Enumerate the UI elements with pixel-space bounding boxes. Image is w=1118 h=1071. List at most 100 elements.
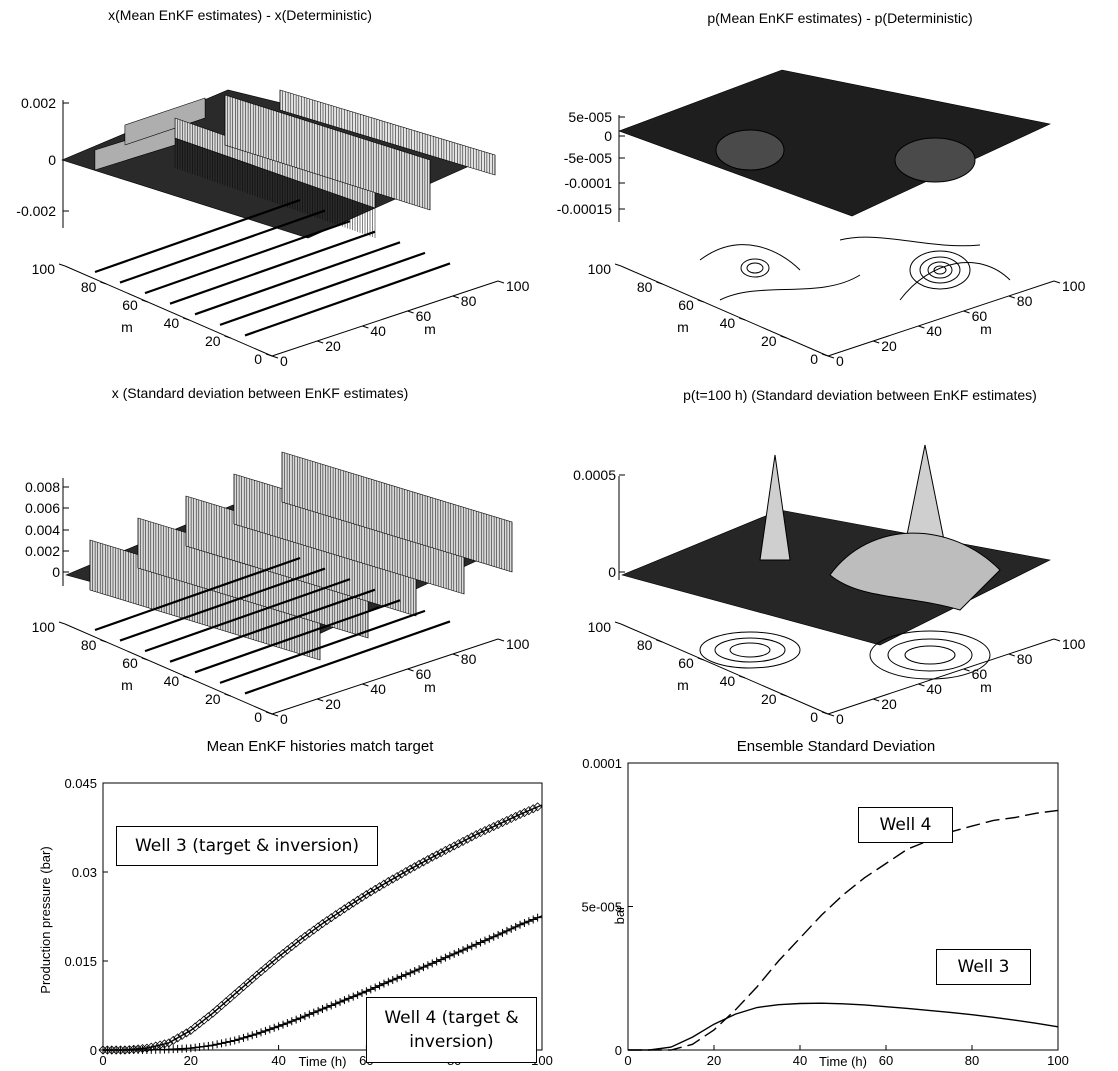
y-tick-label: 0 bbox=[90, 1043, 97, 1058]
floor-tick bbox=[918, 325, 925, 329]
series-marker-diamond bbox=[484, 824, 494, 834]
series-marker-diamond bbox=[414, 859, 424, 869]
series-marker-plus bbox=[362, 987, 371, 996]
series-marker-plus bbox=[450, 949, 459, 958]
x-tick-label: 80 bbox=[965, 1053, 979, 1068]
surface-mesh-0 bbox=[61, 89, 496, 337]
series-marker-plus bbox=[516, 920, 525, 929]
z-tick-label: 0 bbox=[604, 128, 612, 144]
floor-contour bbox=[244, 262, 451, 337]
x-tick-label: 0 bbox=[280, 353, 288, 369]
surface-panel-3: p(t=100 h) (Standard deviation between E… bbox=[573, 387, 1085, 727]
series-marker-plus bbox=[463, 944, 472, 953]
series-marker-plus bbox=[437, 955, 446, 964]
surface-dip bbox=[894, 137, 976, 183]
series-marker-plus bbox=[454, 947, 463, 956]
floor-axis-left bbox=[64, 623, 273, 715]
legend-box-well3-right: Well 3 bbox=[936, 949, 1031, 985]
series-marker-plus bbox=[322, 1003, 331, 1012]
y-tick-label: 0.045 bbox=[64, 776, 97, 791]
series-marker-diamond bbox=[396, 869, 407, 879]
y-tick-label: 60 bbox=[122, 297, 138, 313]
floor-contour bbox=[169, 230, 376, 305]
x-tick-label: 100 bbox=[1047, 1053, 1069, 1068]
series-marker-plus bbox=[257, 1028, 266, 1037]
series-marker-plus bbox=[248, 1031, 257, 1040]
series-marker-plus bbox=[265, 1025, 274, 1034]
line-chart-1: Ensemble Standard Deviation 0 20 40 60 80 100 0… bbox=[582, 738, 1069, 1069]
y-tick-label: 60 bbox=[122, 655, 138, 671]
series-marker-diamond bbox=[339, 904, 350, 914]
series-marker-plus bbox=[494, 930, 503, 939]
x-tick-label: 80 bbox=[461, 651, 477, 667]
contour-ring bbox=[729, 642, 771, 658]
series-marker-plus bbox=[415, 965, 424, 974]
y-tick-label: 0 bbox=[810, 709, 818, 725]
series-marker-plus bbox=[423, 961, 432, 970]
x-axis-label: m bbox=[424, 321, 436, 337]
series-marker-plus bbox=[300, 1012, 309, 1021]
x-tick-label: 40 bbox=[370, 681, 386, 697]
y-axis-label: m bbox=[677, 677, 689, 693]
floor-tick bbox=[697, 657, 704, 661]
series-marker-plus bbox=[410, 966, 419, 975]
z-tick-label: 0 bbox=[52, 564, 60, 580]
floor-tick bbox=[407, 668, 414, 672]
y-axis-label: Production pressure (bar) bbox=[38, 846, 53, 993]
y-axis-label: m bbox=[121, 677, 133, 693]
contour-ring bbox=[933, 265, 947, 275]
x-axis-label: m bbox=[980, 321, 992, 337]
series-marker-plus bbox=[485, 934, 494, 943]
series-marker-plus bbox=[213, 1040, 222, 1049]
z-tick-label: 0.002 bbox=[21, 95, 56, 111]
floor-tick bbox=[141, 299, 148, 303]
series-marker-diamond bbox=[427, 852, 437, 862]
ridge-hatch bbox=[279, 90, 496, 175]
series-marker-plus bbox=[331, 999, 340, 1008]
legend-label-well3-left: Well 3 (target & inversion) bbox=[134, 836, 360, 856]
series-marker-plus bbox=[230, 1036, 239, 1045]
floor-tick bbox=[918, 683, 925, 687]
series-marker-plus bbox=[287, 1017, 296, 1026]
surface-title: p(Mean EnKF estimates) - p(Deterministic… bbox=[707, 10, 972, 26]
x-axis-label: m bbox=[424, 679, 436, 695]
series-marker-plus bbox=[529, 915, 538, 924]
series-marker-plus bbox=[314, 1006, 323, 1015]
x-tick-label: 40 bbox=[926, 323, 942, 339]
series-marker-diamond bbox=[533, 802, 543, 812]
floor-tick bbox=[58, 263, 66, 267]
ridge-hatch bbox=[281, 452, 513, 572]
series-marker-diamond bbox=[331, 910, 341, 920]
x-tick-label: 0 bbox=[836, 353, 844, 369]
series-marker-plus bbox=[467, 942, 476, 951]
series-marker-plus bbox=[472, 940, 481, 949]
contour-ring bbox=[869, 630, 991, 680]
floor-tick bbox=[265, 353, 273, 357]
y-tick-label: 0 bbox=[615, 1043, 622, 1058]
series-marker-plus bbox=[401, 970, 410, 979]
floor-tick bbox=[963, 310, 970, 314]
legend-label-well3-right: Well 3 bbox=[957, 957, 1010, 977]
contour-ring bbox=[909, 250, 971, 290]
floor-tick bbox=[265, 711, 273, 715]
floor-tick bbox=[614, 621, 622, 625]
y-tick-label: 0.03 bbox=[72, 865, 97, 880]
ridge-hatch bbox=[174, 118, 376, 238]
floor-contour bbox=[194, 241, 401, 316]
ridge-hatch bbox=[137, 518, 369, 638]
x-tick-label: 0 bbox=[280, 711, 288, 727]
y-tick-label: 20 bbox=[761, 333, 777, 349]
series-marker-plus bbox=[366, 985, 375, 994]
legend-box-well4-left: Well 4 (target & inversion) bbox=[366, 997, 537, 1063]
x-tick-label: 80 bbox=[1017, 651, 1033, 667]
y-tick-label: 60 bbox=[678, 297, 694, 313]
floor-tick bbox=[497, 638, 505, 642]
floor-tick bbox=[58, 621, 66, 625]
series-marker-diamond bbox=[528, 804, 538, 814]
x-axis-label: Time (h) bbox=[299, 1054, 347, 1069]
series-marker-diamond bbox=[383, 876, 393, 887]
series-marker-diamond bbox=[405, 864, 415, 874]
chart-title: Mean EnKF histories match target bbox=[207, 738, 435, 755]
series-marker-diamond bbox=[506, 813, 516, 824]
z-tick-label: 0.004 bbox=[25, 522, 60, 538]
